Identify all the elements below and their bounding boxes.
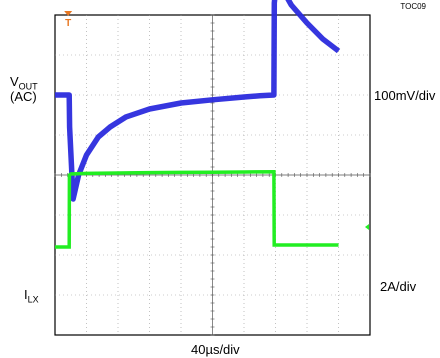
ilx-label-main: I bbox=[24, 287, 28, 302]
trigger-marker: T bbox=[64, 11, 73, 29]
chart-traces bbox=[55, 0, 341, 249]
figure-tag: TOC09 bbox=[400, 2, 426, 11]
vout-label: VOUT bbox=[10, 75, 38, 92]
vout-label-ac: (AC) bbox=[10, 89, 37, 104]
channel-level-marker bbox=[365, 224, 369, 230]
ilx-scale-label: 2A/div bbox=[380, 279, 417, 294]
trigger-label: T bbox=[65, 18, 71, 29]
ilx-trace bbox=[55, 170, 339, 249]
chart-grid bbox=[54, 14, 371, 336]
vout-trace bbox=[55, 0, 341, 202]
ilx-label: ILX bbox=[24, 288, 39, 305]
vout-label-main: V bbox=[10, 74, 19, 89]
x-axis-label: 40µs/div bbox=[191, 342, 240, 357]
trigger-arrow bbox=[64, 11, 73, 16]
ilx-label-sub: LX bbox=[27, 294, 39, 305]
vout-scale-label: 100mV/div bbox=[374, 88, 436, 103]
ilx-level-arrow bbox=[365, 224, 369, 230]
vout-label-sub: OUT bbox=[18, 81, 38, 92]
